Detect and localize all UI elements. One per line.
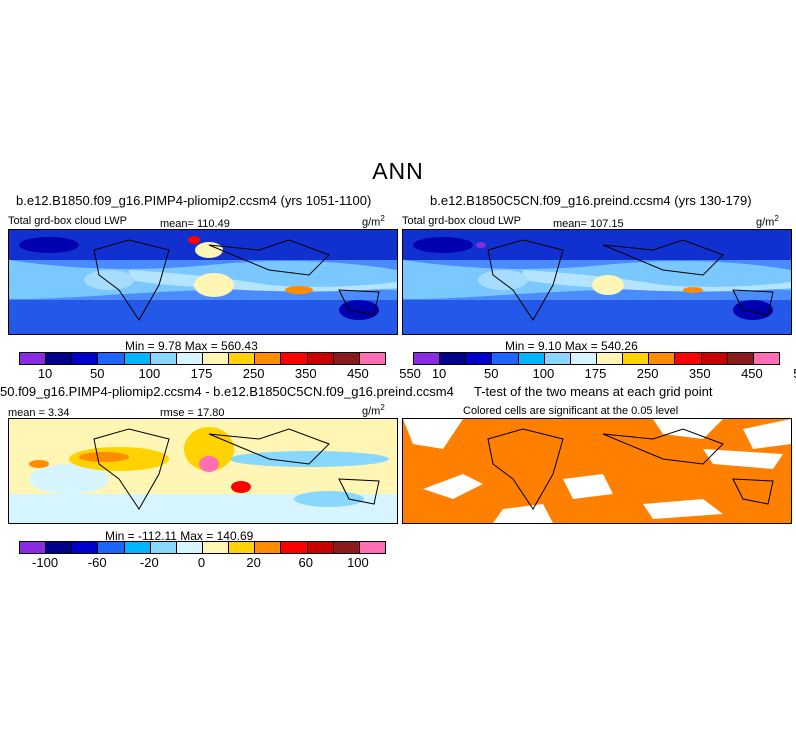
colorbar-tick-label: 450: [741, 366, 763, 381]
colorbar-tick-label: 250: [636, 366, 659, 381]
colorbar-tick-label: 350: [688, 366, 711, 381]
colorbar-swatch: [255, 542, 282, 553]
panel2-title: b.e12.B1850C5CN.f09_g16.preind.ccsm4 (yr…: [430, 193, 752, 208]
colorbar-swatch: [440, 353, 467, 364]
colorbar-tick-label: 100: [532, 366, 555, 381]
panel1-map-svg: [9, 230, 397, 334]
colorbar-swatch: [414, 353, 441, 364]
colorbar-tick-label: 450: [347, 366, 369, 381]
panel3-map-svg: [9, 419, 397, 523]
colorbar-tick-label: 10: [37, 366, 53, 381]
panel3-mean: mean = 3.34: [8, 407, 70, 419]
colorbar-tick-label: 0: [197, 555, 206, 570]
panel2-mean: mean= 107.15: [553, 218, 624, 230]
colorbar-swatch: [20, 353, 47, 364]
colorbar-tick-label: -20: [139, 555, 159, 570]
colorbar-swatch: [333, 542, 360, 553]
colorbar-swatch: [466, 353, 493, 364]
panel3-colorbar: [19, 541, 386, 554]
colorbar-swatch: [675, 353, 702, 364]
colorbar-swatch: [570, 353, 597, 364]
panel1-title: b.e12.B1850.f09_g16.PIMP4-pliomip2.ccsm4…: [16, 193, 372, 208]
colorbar-swatch: [359, 353, 385, 364]
panel1-minmax: Min = 9.78 Max = 560.43: [125, 339, 258, 353]
colorbar-swatch: [701, 353, 728, 364]
panel1-colorbar: [19, 352, 386, 365]
panel3-units: g/m2: [362, 403, 385, 418]
panel2-minmax: Min = 9.10 Max = 540.26: [505, 339, 638, 353]
colorbar-swatch: [753, 353, 779, 364]
colorbar-swatch: [124, 542, 151, 553]
colorbar-swatch: [229, 542, 256, 553]
colorbar-swatch: [72, 353, 99, 364]
colorbar-swatch: [649, 353, 676, 364]
panel1-varname: Total grd-box cloud LWP: [8, 215, 128, 227]
colorbar-swatch: [281, 353, 308, 364]
panel2-map-svg: [403, 230, 791, 334]
panel1-mean: mean= 110.49: [160, 218, 230, 230]
colorbar-tick-label: 550: [399, 366, 421, 381]
colorbar-swatch: [202, 542, 230, 553]
colorbar-tick-label: 60: [298, 555, 314, 570]
colorbar-swatch: [255, 353, 282, 364]
colorbar-swatch: [229, 353, 256, 364]
panel4-map-svg: [403, 419, 791, 523]
colorbar-swatch: [150, 353, 177, 364]
panel2-colorbar: [413, 352, 780, 365]
panel3-rmse: rmse = 17.80: [160, 407, 225, 419]
colorbar-swatch: [202, 353, 230, 364]
colorbar-swatch: [727, 353, 754, 364]
colorbar-swatch: [518, 353, 545, 364]
colorbar-swatch: [98, 542, 125, 553]
colorbar-swatch: [307, 353, 334, 364]
colorbar-swatch: [46, 542, 73, 553]
colorbar-swatch: [176, 353, 203, 364]
figure-title: ANN: [372, 158, 424, 184]
colorbar-tick-label: 250: [242, 366, 265, 381]
colorbar-swatch: [307, 542, 334, 553]
colorbar-swatch: [98, 353, 125, 364]
panel2-map: [402, 229, 792, 335]
panel2-varname: Total grd-box cloud LWP: [402, 215, 522, 227]
colorbar-tick-label: 100: [138, 366, 161, 381]
panel1-map: [8, 229, 398, 335]
panel4-title: T-test of the two means at each grid poi…: [474, 384, 713, 399]
colorbar-swatch: [544, 353, 571, 364]
panel3-minmax: Min = -112.11 Max = 140.69: [105, 529, 254, 543]
colorbar-tick-label: 20: [246, 555, 261, 570]
colorbar-swatch: [176, 542, 203, 553]
colorbar-swatch: [333, 353, 360, 364]
colorbar-tick-label: 100: [347, 555, 369, 570]
colorbar-tick-label: 50: [483, 366, 499, 381]
colorbar-tick-label: 350: [294, 366, 317, 381]
colorbar-swatch: [596, 353, 624, 364]
panel3-map: [8, 418, 398, 524]
panel1-units: g/m2: [362, 214, 385, 229]
colorbar-swatch: [492, 353, 519, 364]
colorbar-tick-label: 50: [89, 366, 105, 381]
colorbar-swatch: [150, 542, 177, 553]
colorbar-swatch: [20, 542, 47, 553]
colorbar-tick-label: 175: [584, 366, 607, 381]
panel3-title: 50.f09_g16.PIMP4-pliomip2.ccsm4 - b.e12.…: [0, 384, 454, 399]
colorbar-tick-label: 175: [190, 366, 213, 381]
colorbar-swatch: [124, 353, 151, 364]
colorbar-swatch: [359, 542, 385, 553]
colorbar-swatch: [46, 353, 73, 364]
colorbar-tick-label: -100: [32, 555, 59, 570]
colorbar-swatch: [281, 542, 308, 553]
colorbar-tick-label: 550: [793, 366, 796, 381]
panel4-map: [402, 418, 792, 524]
colorbar-swatch: [623, 353, 650, 364]
panel4-subtitle: Colored cells are significant at the 0.0…: [463, 405, 679, 417]
colorbar-tick-label: -60: [87, 555, 107, 570]
colorbar-swatch: [72, 542, 99, 553]
colorbar-tick-label: 10: [431, 366, 447, 381]
panel2-units: g/m2: [756, 214, 779, 229]
